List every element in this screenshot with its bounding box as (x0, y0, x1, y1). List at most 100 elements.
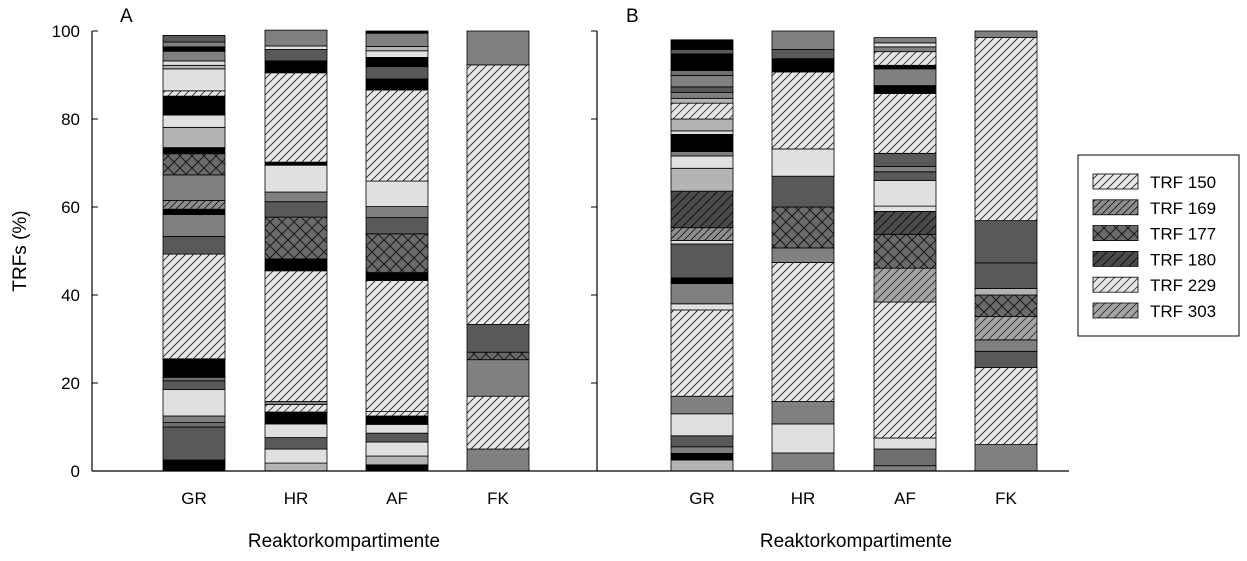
legend-swatch (1092, 225, 1139, 242)
x-tick-label: FK (487, 489, 509, 508)
legend-swatch (1092, 199, 1139, 216)
y-tick-label: 80 (61, 110, 80, 129)
bar-segment (670, 227, 734, 241)
bar-segment (264, 201, 328, 218)
bar-segment (670, 49, 734, 55)
bar-segment (162, 147, 226, 155)
x-tick-label: AF (894, 489, 916, 508)
bar-segment (264, 29, 328, 47)
bar-segment (264, 437, 328, 450)
bar-segment (466, 351, 530, 361)
bar-segment (873, 46, 937, 53)
x-tick-label: AF (386, 489, 408, 508)
bar-segment (466, 448, 530, 472)
bar-segment (466, 324, 530, 353)
bar-segment (771, 206, 835, 249)
y-axis-label: TRFs (%) (10, 210, 31, 291)
bar-segment (974, 444, 1038, 472)
bar-segment (873, 166, 937, 173)
bar-segment (771, 148, 835, 177)
bar-segment (365, 415, 429, 425)
bar-segment (365, 432, 429, 443)
bar-segment (873, 448, 937, 467)
bar-segment (670, 435, 734, 448)
bar-segment (974, 30, 1038, 38)
bar-segment (873, 171, 937, 182)
bar-segment (162, 358, 226, 378)
y-tick-label: 100 (52, 22, 80, 41)
bar-segment (162, 68, 226, 92)
panel-label: B (626, 6, 639, 27)
x-tick-label: HR (284, 489, 309, 508)
x-tick-label: HR (791, 489, 816, 508)
bar-segment (264, 72, 328, 163)
bar-segment (670, 75, 734, 88)
bar-segment (873, 301, 937, 439)
bar-segment (974, 262, 1038, 289)
bar-segment (873, 152, 937, 167)
x-tick-label: GR (689, 489, 715, 508)
bar-segment (873, 267, 937, 303)
y-tick-label: 40 (61, 286, 80, 305)
bar-segment (365, 217, 429, 235)
bar-segment (365, 441, 429, 457)
bar-segment (162, 46, 226, 52)
bar-segment (466, 359, 530, 397)
bar-segment (670, 303, 734, 311)
stacked-bar-b-hr (771, 30, 835, 472)
bar-segment (974, 294, 1038, 317)
bar-segment (264, 258, 328, 272)
bar-segment (974, 220, 1038, 264)
bar-segment (264, 404, 328, 413)
legend-item: TRF 303 (1092, 302, 1216, 321)
bar-segment (670, 102, 734, 120)
bar-segment (873, 465, 937, 472)
bar-segment (873, 180, 937, 207)
panel-a (162, 29, 530, 472)
panel-label: A (120, 6, 133, 27)
bar-segment (365, 423, 429, 434)
panel-b (670, 30, 1038, 472)
bar-segment (162, 426, 226, 461)
bar-segment (771, 71, 835, 150)
bar-segment (670, 97, 734, 104)
legend-label: TRF 169 (1150, 199, 1216, 218)
bar-segment (365, 50, 429, 58)
bar-segment (264, 423, 328, 438)
bar-segment (771, 49, 835, 60)
bar-segment (162, 60, 226, 66)
bar-segment (264, 161, 328, 166)
stacked-bar-a-fk (466, 30, 530, 472)
bar-segment (670, 277, 734, 284)
bar-segment (365, 46, 429, 52)
bar-segment (670, 92, 734, 99)
bar-segment (264, 49, 328, 62)
x-axis-label: Reaktorkompartimente (248, 531, 440, 552)
legend-swatch (1092, 173, 1139, 190)
bar-segment (873, 233, 937, 269)
stacked-bar-b-gr (670, 39, 734, 472)
bar-segment (873, 437, 937, 450)
legend-label: TRF 177 (1150, 225, 1216, 244)
bar-segment (670, 240, 734, 245)
bar-segment (771, 247, 835, 263)
bar-segment (365, 280, 429, 413)
bar-segment (670, 309, 734, 397)
bar-segment (670, 53, 734, 72)
bar-segment (670, 86, 734, 93)
bar-segment (264, 448, 328, 464)
legend-item: TRF 229 (1092, 276, 1216, 295)
bar-segment (365, 272, 429, 281)
bar-segment (670, 39, 734, 50)
bar-segment (162, 174, 226, 201)
bar-segment (873, 64, 937, 70)
bar-segment (670, 452, 734, 461)
bar-segment (162, 415, 226, 423)
bar-segment (162, 153, 226, 176)
legend-label: TRF 150 (1150, 173, 1216, 192)
bar-segment (162, 389, 226, 417)
bar-segment (873, 85, 937, 94)
bar-segment (162, 95, 226, 116)
bar-segment (466, 395, 530, 450)
bar-segment (162, 422, 226, 428)
